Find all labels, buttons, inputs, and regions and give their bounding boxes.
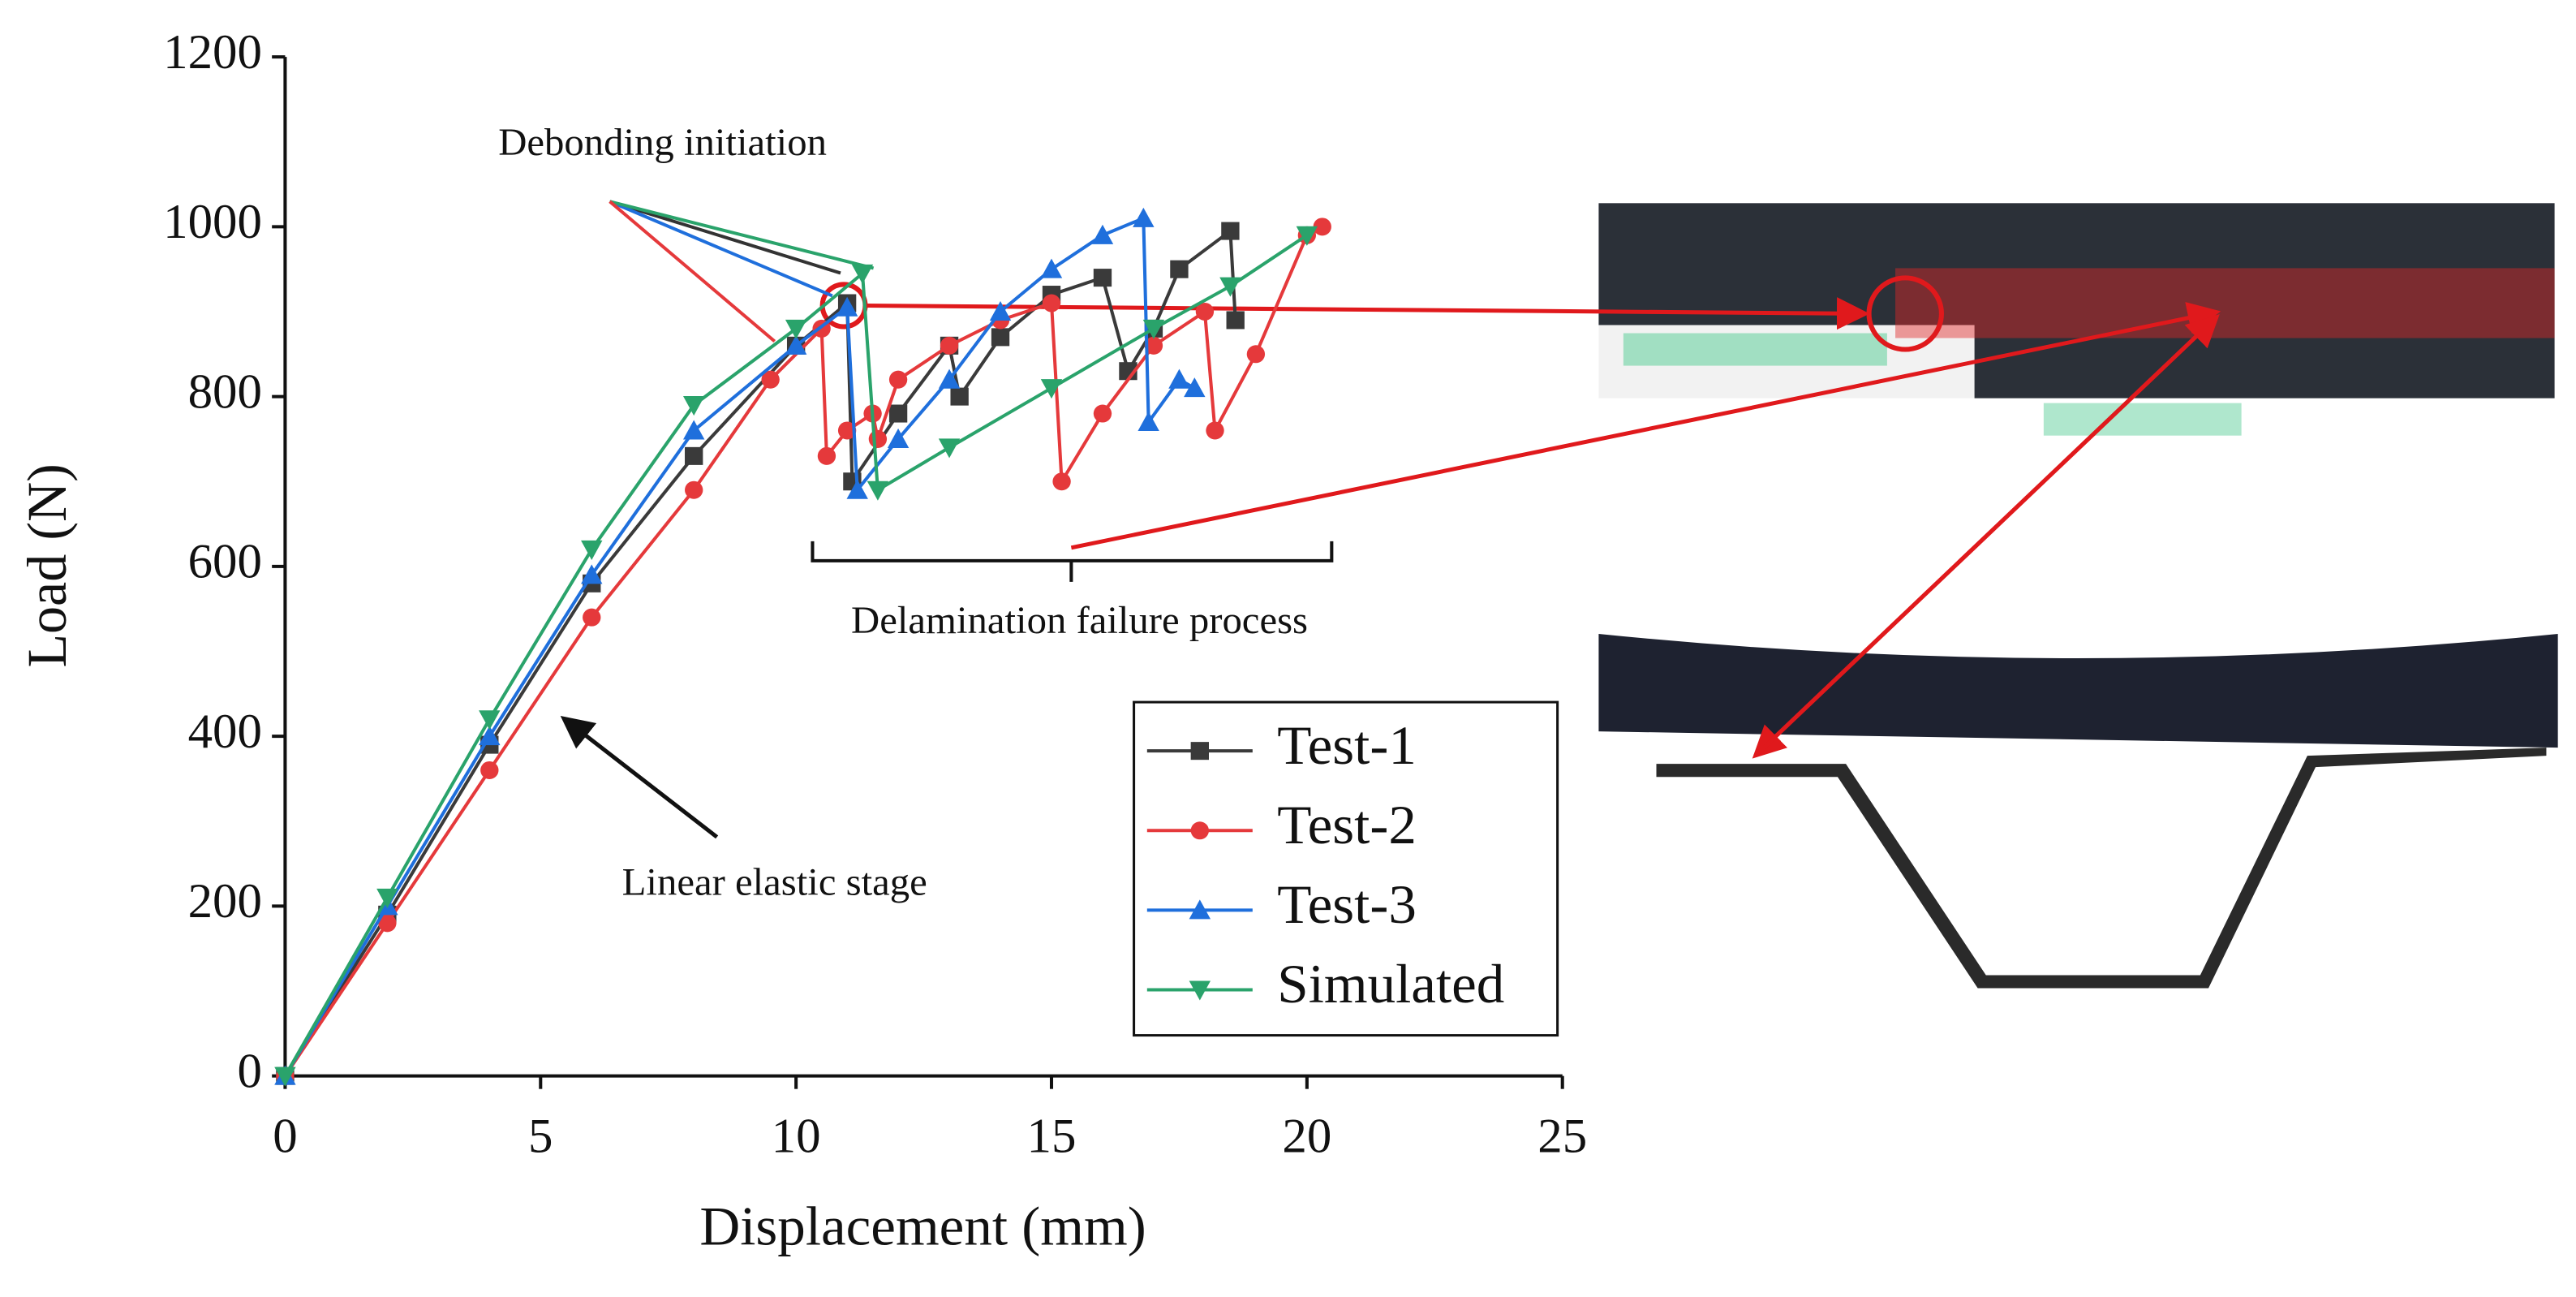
marker: [1168, 368, 1190, 389]
y-tick-label: 800: [188, 365, 262, 420]
marker: [1133, 207, 1155, 227]
marker: [817, 446, 836, 465]
marker: [1206, 421, 1224, 440]
marker: [991, 328, 1010, 347]
marker: [682, 396, 705, 416]
marker: [888, 404, 908, 423]
marker: [479, 710, 501, 730]
marker: [1170, 260, 1189, 278]
marker: [1040, 258, 1063, 278]
marker: [1221, 222, 1240, 240]
marker: [583, 608, 601, 627]
data-line: [283, 227, 1237, 1077]
annotation: Debonding initiation: [498, 122, 827, 165]
legend-label: Test-3: [1277, 873, 1417, 934]
marker: [685, 446, 703, 465]
marker: [480, 761, 499, 780]
marker: [1190, 742, 1209, 761]
x-tick-label: 10: [772, 1110, 821, 1164]
y-axis-label: Load (N): [15, 463, 78, 667]
y-tick-label: 0: [238, 1045, 262, 1099]
marker: [376, 888, 398, 908]
y-tick-label: 200: [188, 875, 262, 929]
marker: [1137, 411, 1159, 432]
marker: [940, 336, 959, 355]
marker: [785, 334, 807, 355]
marker: [1313, 218, 1331, 236]
marker: [1189, 980, 1211, 1001]
legend-label: Test-2: [1277, 794, 1417, 855]
y-tick-label: 1000: [163, 196, 262, 250]
marker: [1144, 336, 1163, 355]
marker: [1184, 377, 1206, 398]
x-tick-label: 25: [1537, 1110, 1587, 1164]
marker: [1226, 311, 1245, 330]
marker: [868, 429, 888, 448]
legend-label: Simulated: [1277, 954, 1504, 1015]
marker: [1189, 899, 1211, 920]
marker: [378, 914, 397, 933]
marker: [888, 370, 908, 389]
marker: [1052, 472, 1071, 491]
x-tick-label: 15: [1027, 1110, 1077, 1164]
photo-bottom: [1598, 633, 2558, 989]
marker: [1091, 224, 1114, 244]
marker: [1093, 404, 1112, 423]
marker: [785, 319, 807, 339]
marker: [761, 370, 780, 389]
marker: [1296, 226, 1318, 246]
marker: [581, 540, 603, 560]
data-line: [283, 215, 1196, 1077]
marker: [1190, 821, 1209, 840]
marker: [938, 368, 961, 389]
marker: [1195, 302, 1215, 321]
legend-label: Test-1: [1277, 714, 1417, 775]
marker: [1040, 379, 1063, 399]
marker: [1246, 345, 1266, 364]
photo-top: [1598, 203, 2555, 436]
x-axis-label: Displacement (mm): [699, 1196, 1146, 1256]
marker: [685, 480, 703, 499]
marker: [851, 264, 874, 284]
x-tick-label: 20: [1282, 1110, 1331, 1164]
marker: [938, 438, 961, 459]
marker: [1042, 294, 1061, 312]
x-tick-label: 5: [528, 1110, 553, 1164]
marker: [950, 387, 969, 406]
marker: [1219, 277, 1241, 297]
marker: [1093, 269, 1112, 287]
y-tick-label: 1200: [163, 25, 262, 80]
marker: [836, 296, 858, 317]
marker: [581, 564, 603, 584]
callouts: [560, 200, 2221, 839]
marker: [846, 479, 868, 499]
marker: [1142, 319, 1165, 339]
marker: [989, 300, 1012, 321]
marker: [479, 726, 501, 746]
marker: [887, 428, 910, 448]
annotation: Linear elastic stage: [622, 861, 927, 904]
y-tick-label: 400: [188, 705, 262, 759]
x-tick-label: 0: [273, 1110, 297, 1164]
marker: [837, 421, 857, 440]
y-tick-label: 600: [188, 535, 262, 589]
marker: [682, 420, 705, 440]
marker: [274, 1066, 296, 1087]
annotation: Delamination failure process: [851, 599, 1308, 642]
marker: [867, 480, 889, 501]
